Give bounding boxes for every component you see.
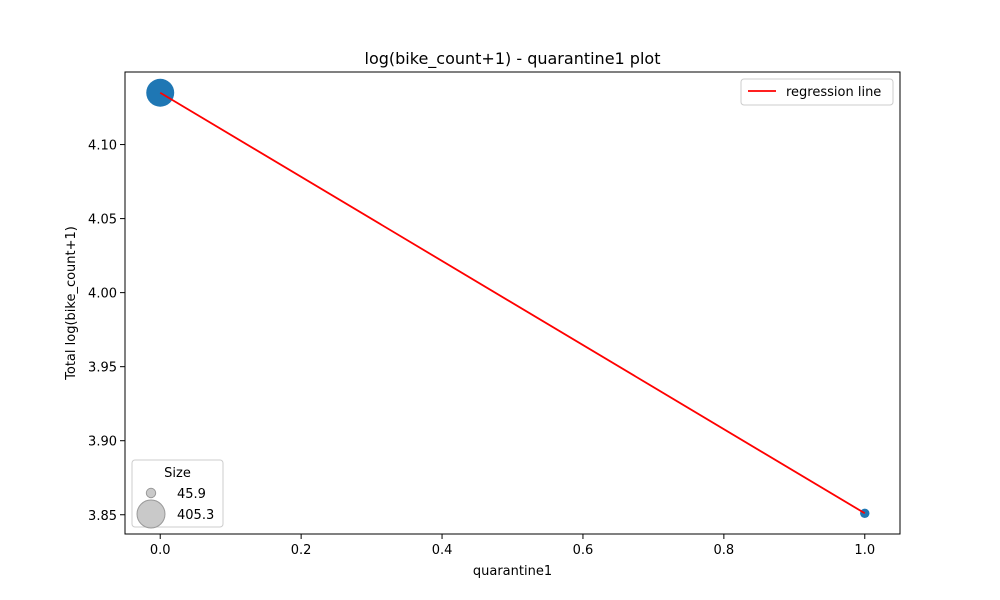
y-tick-label: 4.10 [88,139,117,154]
size-legend-label-large: 405.3 [177,508,214,523]
plot-area [124,71,901,535]
y-axis: 3.85 3.90 3.95 4.00 4.05 4.10 [88,139,125,524]
y-tick-label: 4.05 [88,213,117,228]
regression-legend: regression line [740,78,894,106]
size-legend-marker-small [145,487,157,499]
size-legend-marker-large [136,499,166,529]
y-tick-label: 3.90 [88,435,117,450]
x-tick-label: 0.0 [150,543,171,558]
plot-border [124,71,901,535]
x-tick-label: 1.0 [854,543,875,558]
size-legend-title: Size [164,466,191,481]
y-tick-label: 3.85 [88,509,117,524]
x-tick-label: 0.4 [432,543,453,558]
y-tick-label: 4.00 [88,287,117,302]
x-tick-label: 0.6 [573,543,594,558]
data-marks [146,78,870,518]
regression-line [159,91,866,515]
regression-legend-label: regression line [786,85,881,100]
x-tick-label: 0.8 [714,543,735,558]
x-axis: 0.0 0.2 0.4 0.6 0.8 1.0 [150,534,875,558]
data-point [146,78,175,107]
size-legend: Size 45.9 405.3 [131,459,224,529]
x-axis-label: quarantine1 [473,564,552,579]
x-tick-label: 0.2 [291,543,312,558]
size-legend-label-small: 45.9 [177,487,206,502]
regression-legend-frame [740,78,894,106]
chart-title: log(bike_count+1) - quarantine1 plot [365,49,661,69]
y-tick-label: 3.95 [88,361,117,376]
y-axis-label: Total log(bike_count+1) [64,226,79,381]
